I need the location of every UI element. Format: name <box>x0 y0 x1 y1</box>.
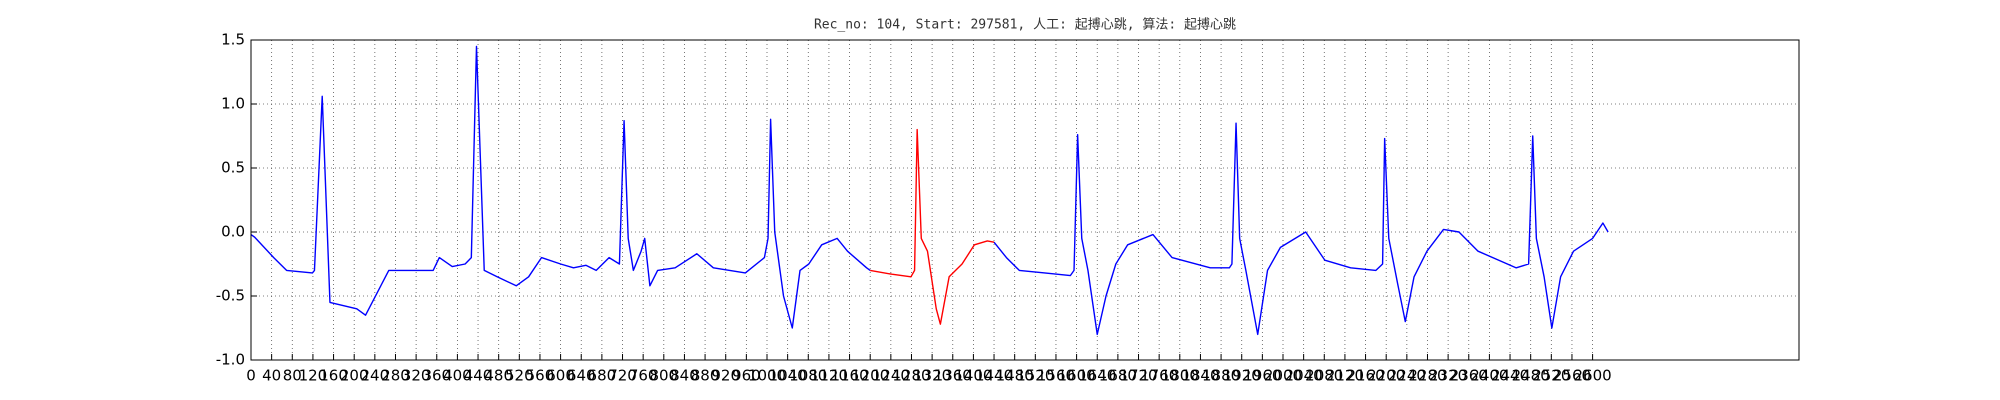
x-tick-label: 640 <box>567 367 596 385</box>
x-tick-label: 520 <box>505 367 534 385</box>
x-tick-label: 2120 <box>1326 367 1364 385</box>
x-tick-label: 1480 <box>996 367 1034 385</box>
x-tick-label: 2480 <box>1512 367 1550 385</box>
x-tick-label: 440 <box>464 367 493 385</box>
x-tick-label: 2040 <box>1285 367 1323 385</box>
x-tick-label: 1280 <box>892 367 930 385</box>
x-tick-label: 320 <box>402 367 431 385</box>
x-tick-label: 1880 <box>1202 367 1240 385</box>
x-tick-label: 1360 <box>934 367 972 385</box>
x-tick-label: 1920 <box>1223 367 1261 385</box>
ecg-line <box>870 128 995 325</box>
x-tick-label: 800 <box>649 367 678 385</box>
x-tick-label: 2160 <box>1346 367 1384 385</box>
x-tick-label: 160 <box>319 367 348 385</box>
x-tick-label: 1440 <box>975 367 1013 385</box>
x-tick-label: 2360 <box>1450 367 1488 385</box>
x-tick-label: 840 <box>670 367 699 385</box>
y-tick-label: 1.5 <box>221 31 245 49</box>
x-tick-label: 1560 <box>1037 367 1075 385</box>
x-tick-label: 960 <box>732 367 761 385</box>
x-tick-label: 480 <box>484 367 513 385</box>
x-tick-label: 1040 <box>769 367 807 385</box>
x-tick-label: 2440 <box>1491 367 1529 385</box>
x-tick-label: 1120 <box>810 367 848 385</box>
ecg-line <box>250 45 1609 336</box>
x-tick-label: 240 <box>361 367 390 385</box>
x-tick-label: 2000 <box>1264 367 1302 385</box>
x-tick-label: 920 <box>711 367 740 385</box>
x-tick-label: 2560 <box>1553 367 1591 385</box>
x-tick-label: 1600 <box>1058 367 1096 385</box>
x-tick-label: 600 <box>546 367 575 385</box>
x-tick-label: 1680 <box>1099 367 1137 385</box>
x-tick-label: 560 <box>526 367 555 385</box>
y-tick-label: 0.0 <box>221 223 245 241</box>
x-tick-label: 120 <box>299 367 328 385</box>
x-tick-label: 680 <box>588 367 617 385</box>
x-tick-label: 1800 <box>1161 367 1199 385</box>
y-tick-label: -0.5 <box>216 287 245 305</box>
x-tick-label: 1400 <box>954 367 992 385</box>
x-tick-label: 1520 <box>1016 367 1054 385</box>
x-tick-label: 1080 <box>789 367 827 385</box>
x-tick-label: 1160 <box>830 367 868 385</box>
x-tick-label: 1200 <box>851 367 889 385</box>
x-tick-label: 720 <box>608 367 637 385</box>
x-tick-label: 1240 <box>872 367 910 385</box>
x-tick-label: 2600 <box>1574 367 1612 385</box>
x-tick-label: 200 <box>340 367 369 385</box>
x-tick-label: 400 <box>443 367 472 385</box>
x-tick-label: 2520 <box>1532 367 1570 385</box>
x-tick-label: 880 <box>691 367 720 385</box>
x-tick-label: 1720 <box>1119 367 1157 385</box>
x-tick-label: 2320 <box>1429 367 1467 385</box>
x-tick-label: 1960 <box>1243 367 1281 385</box>
x-tick-label: 1000 <box>748 367 786 385</box>
x-tick-label: 1760 <box>1140 367 1178 385</box>
x-tick-label: 2200 <box>1367 367 1405 385</box>
plot-frame <box>250 39 1800 361</box>
x-tick-label: 2240 <box>1388 367 1426 385</box>
y-tick-label: 0.5 <box>221 159 245 177</box>
x-tick-label: 1840 <box>1181 367 1219 385</box>
x-tick-label: 280 <box>381 367 410 385</box>
y-tick-label: 1.0 <box>221 95 245 113</box>
y-tick-label: -1.0 <box>216 351 245 369</box>
x-tick-label: 2400 <box>1470 367 1508 385</box>
x-tick-label: 1320 <box>913 367 951 385</box>
x-tick-label: 360 <box>422 367 451 385</box>
chart-title: Rec_no: 104, Start: 297581, 人工: 起搏心跳, 算法… <box>814 17 1236 33</box>
x-tick-label: 2280 <box>1408 367 1446 385</box>
x-tick-label: 80 <box>283 367 302 385</box>
x-tick-label: 2080 <box>1305 367 1343 385</box>
x-tick-label: 0 <box>246 367 256 385</box>
x-tick-label: 1640 <box>1078 367 1116 385</box>
x-tick-label: 760 <box>629 367 658 385</box>
x-tick-label: 40 <box>262 367 281 385</box>
